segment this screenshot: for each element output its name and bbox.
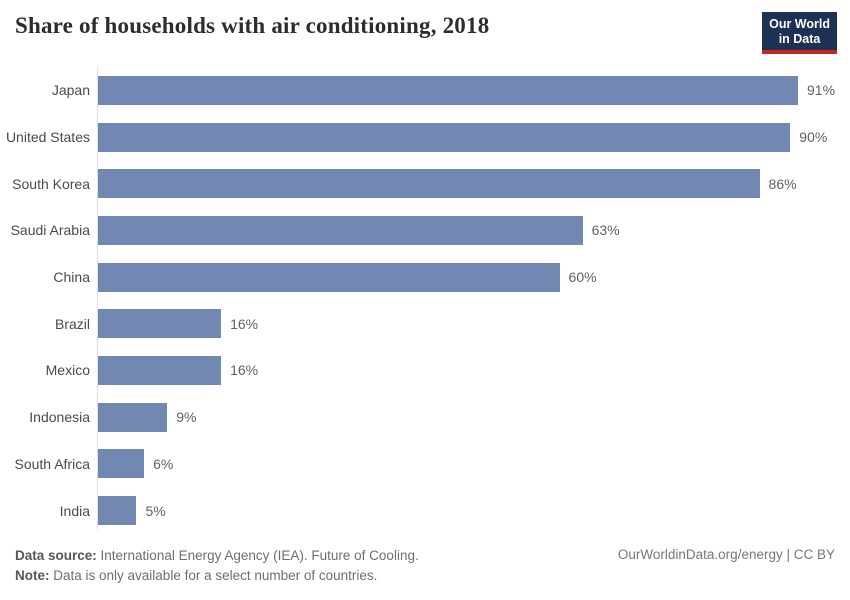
chart-row: Saudi Arabia 63% (0, 207, 850, 254)
chart-row: Brazil 16% (0, 300, 850, 347)
chart-row: Indonesia 9% (0, 394, 850, 441)
bar[interactable] (98, 122, 791, 152)
footer-source-line: Data source: International Energy Agency… (15, 546, 419, 566)
chart-row: India 5% (0, 487, 850, 534)
category-label: Brazil (54, 315, 90, 332)
value-label: 16% (230, 362, 259, 379)
bar[interactable] (98, 309, 222, 339)
category-label: Mexico (45, 362, 90, 379)
value-label: 90% (799, 129, 828, 146)
value-label: 9% (176, 409, 197, 426)
chart-row: Japan 91% (0, 67, 850, 114)
category-label: South Africa (14, 455, 91, 472)
footer-notes: Data source: International Energy Agency… (15, 546, 419, 585)
value-label: 6% (153, 455, 174, 472)
source-label: Data source: (15, 548, 97, 563)
owid-logo-line1: Our World (769, 17, 830, 31)
category-label: India (59, 502, 90, 519)
plot-area: Japan 91% United States 90% South Korea 86% Sa… (0, 67, 850, 534)
value-label: 63% (591, 222, 620, 239)
bar[interactable] (98, 169, 760, 199)
chart-row: South Africa 6% (0, 441, 850, 488)
value-label: 91% (807, 82, 836, 99)
footer-note-line: Note: Data is only available for a selec… (15, 566, 419, 586)
chart-row: South Korea 86% (0, 160, 850, 207)
bar[interactable] (98, 449, 145, 479)
chart-row: China 60% (0, 254, 850, 301)
category-label: Indonesia (29, 409, 90, 426)
owid-logo[interactable]: Our World in Data (762, 12, 837, 54)
value-label: 5% (145, 502, 166, 519)
y-axis-line (97, 67, 98, 531)
category-label: Saudi Arabia (10, 222, 90, 239)
bar[interactable] (98, 355, 222, 385)
value-label: 60% (568, 269, 597, 286)
category-label: South Korea (12, 175, 90, 192)
value-label: 16% (230, 315, 259, 332)
bar[interactable] (98, 262, 560, 292)
note-label: Note: (15, 567, 50, 583)
owid-logo-line2: in Data (778, 32, 821, 46)
note-text: Data is only available for a select numb… (49, 567, 378, 583)
value-label: 86% (768, 175, 797, 192)
category-label: China (53, 269, 90, 286)
bar[interactable] (98, 215, 583, 245)
bar[interactable] (98, 496, 137, 526)
category-label: United States (5, 129, 90, 146)
category-label: Japan (51, 82, 90, 99)
source-text: International Energy Agency (IEA). Futur… (96, 548, 419, 563)
chart-row: United States 90% (0, 114, 850, 161)
bar[interactable] (98, 402, 168, 432)
page-title: Share of households with air conditionin… (15, 13, 490, 38)
chart-row: Mexico 16% (0, 347, 850, 394)
footer-link[interactable]: OurWorldinData.org/energy | CC BY (617, 547, 835, 562)
bar[interactable] (98, 75, 798, 105)
